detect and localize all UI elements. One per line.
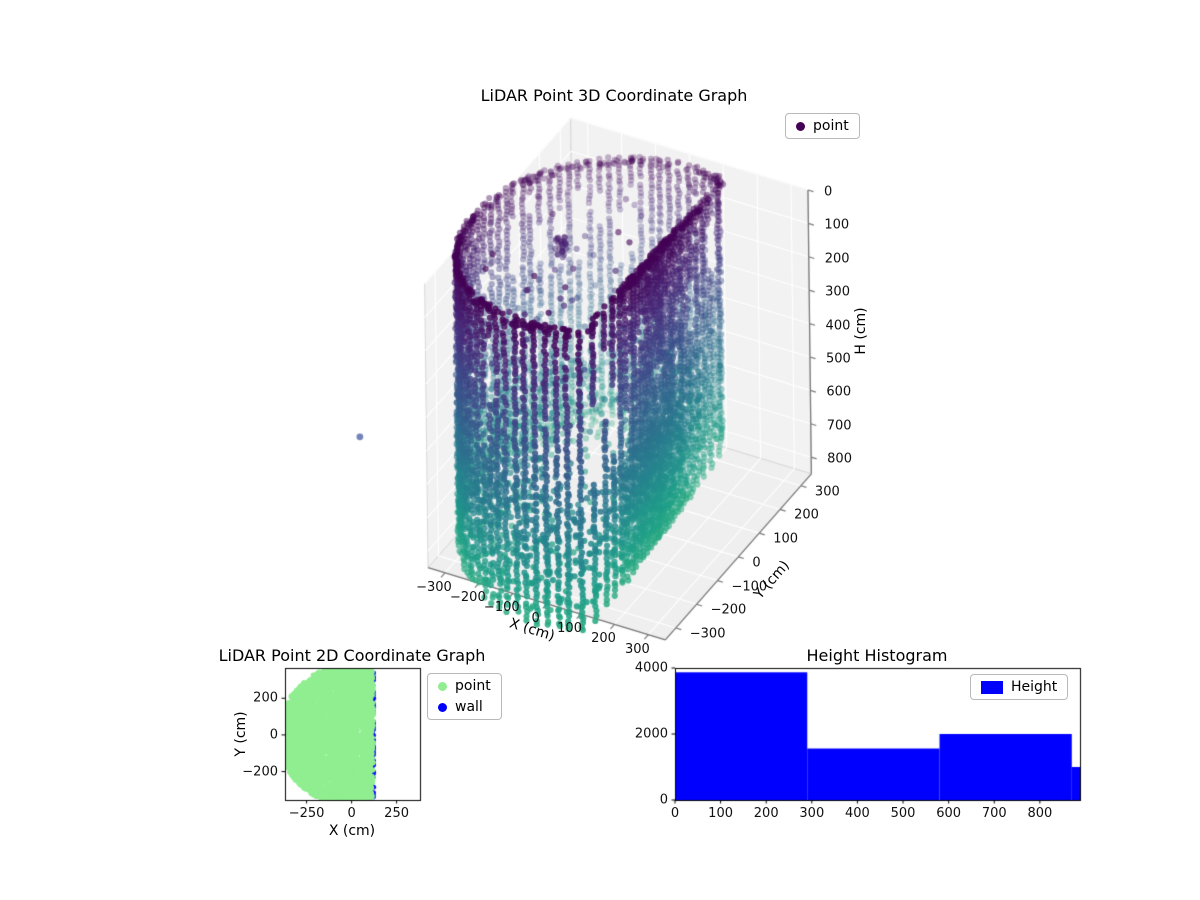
plot3d-ztick-label: 600 xyxy=(826,384,852,400)
histogram-xtick-label: 600 xyxy=(936,806,962,821)
histogram-ytick-label: 0 xyxy=(659,792,668,808)
legend-item-wall: wall xyxy=(438,699,491,715)
histogram-xtick-label: 500 xyxy=(890,806,916,821)
histogram-xtick-label: 800 xyxy=(1027,806,1053,821)
plot3d-xtick-label: −200 xyxy=(450,590,486,606)
height-bar-marker-icon xyxy=(981,680,1003,694)
plot3d-xtick-label: −100 xyxy=(483,600,520,616)
plot3d-ztick-label: 400 xyxy=(825,318,851,334)
legend-item-point: point xyxy=(438,678,491,694)
plot3d-zaxis-label: H (cm) xyxy=(853,307,869,355)
histogram-xtick-label: 0 xyxy=(670,806,680,821)
legend-label: wall xyxy=(455,699,483,715)
point-marker-icon xyxy=(438,681,447,691)
wall-marker-icon xyxy=(438,702,447,712)
plot3d-legend: point xyxy=(785,113,860,139)
legend-item-height: Height xyxy=(981,679,1057,695)
plot2d-xtick-label: −250 xyxy=(288,806,325,821)
plot3d-ytick-label: 100 xyxy=(773,531,799,547)
plot3d-ytick-label: −200 xyxy=(710,602,747,618)
plot3d-title: LiDAR Point 3D Coordinate Graph xyxy=(480,86,748,105)
legend-label: point xyxy=(455,678,491,694)
plot3d-xtick-label: 0 xyxy=(531,610,540,626)
plot3d-ztick-label: 0 xyxy=(823,184,833,200)
legend-label: point xyxy=(813,118,849,134)
histogram-xtick-label: 300 xyxy=(799,806,825,821)
plot3d-ztick-label: 300 xyxy=(825,284,850,300)
plot2d-yaxis-label: Y (cm) xyxy=(233,711,249,757)
plot3d-xtick-label: 300 xyxy=(624,641,650,657)
plot3d-ztick-label: 700 xyxy=(826,418,852,434)
histogram-legend: Height xyxy=(970,674,1069,700)
legend-item-point: point xyxy=(796,118,849,134)
plot2d-ytick-label: 200 xyxy=(253,690,278,706)
legend-label: Height xyxy=(1011,679,1058,695)
plot2d-title: LiDAR Point 2D Coordinate Graph xyxy=(218,646,486,665)
histogram-xtick-label: 200 xyxy=(753,806,779,821)
plot3d-xtick-label: 200 xyxy=(591,631,616,647)
histogram-ytick-label: 2000 xyxy=(634,726,668,742)
plot3d-ytick-label: 0 xyxy=(752,555,761,571)
plot3d-ytick-label: −100 xyxy=(731,579,768,595)
plot2d-ytick-label: 0 xyxy=(269,727,278,743)
histogram-xtick-label: 400 xyxy=(845,806,870,821)
plot3d-ztick-label: 500 xyxy=(825,351,851,367)
plot3d-ytick-label: 200 xyxy=(794,507,819,523)
histogram-title: Height Histogram xyxy=(806,646,948,665)
plot3d-xtick-label: −300 xyxy=(416,579,452,595)
histogram-xtick-label: 700 xyxy=(981,806,1007,821)
histogram-xtick-label: 100 xyxy=(708,806,734,821)
plot3d-xtick-label: 100 xyxy=(557,621,582,637)
plot3d-ztick-label: 100 xyxy=(824,217,850,233)
plot2d-xtick-label: 0 xyxy=(347,806,356,821)
histogram-ytick-label: 4000 xyxy=(634,660,668,676)
plot3d-ztick-label: 200 xyxy=(824,251,850,267)
plot3d-ytick-label: 300 xyxy=(814,484,840,500)
plot3d-ytick-label: −300 xyxy=(689,626,726,642)
point-marker-icon xyxy=(796,121,805,131)
plot3d-ztick-label: 800 xyxy=(827,451,852,467)
plot2d-xaxis-label: X (cm) xyxy=(328,823,376,839)
plot2d-xtick-label: 250 xyxy=(384,806,410,821)
plot2d-legend: point wall xyxy=(427,673,502,720)
plot2d-ytick-label: −200 xyxy=(242,764,278,780)
